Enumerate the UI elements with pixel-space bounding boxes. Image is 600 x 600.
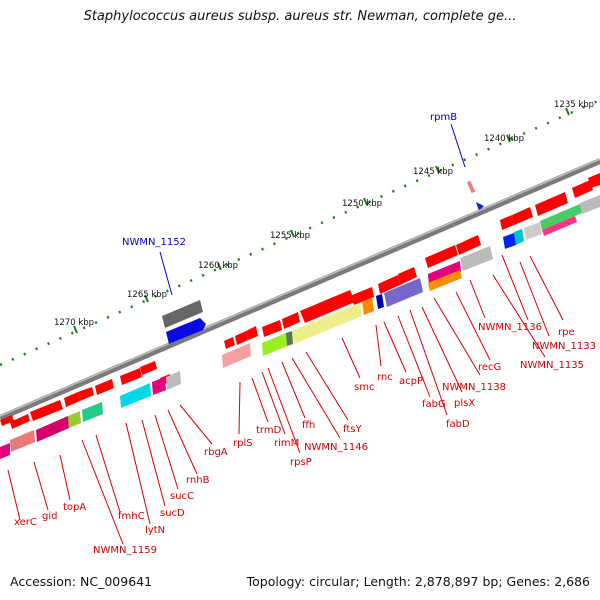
label-rplS[interactable]: rplS (233, 438, 253, 449)
label-xerC[interactable]: xerC (14, 517, 37, 528)
label-NWMN_1135[interactable]: NWMN_1135 (520, 360, 584, 371)
label-sucD[interactable]: sucD (160, 508, 185, 519)
label-topA[interactable]: topA (63, 502, 86, 513)
label-trmD[interactable]: trmD (256, 425, 282, 436)
ruler: 1235 kbp 1240 kbp 1245 kbp 1250 kbp 1255… (0, 98, 600, 367)
genome-summary-text: Topology: circular; Length: 2,878,897 bp… (246, 574, 590, 589)
ruler-dots (0, 98, 600, 367)
gene-features[interactable] (0, 173, 600, 459)
accession-text: Accession: NC_009641 (10, 574, 153, 589)
label-NWMN_1146[interactable]: NWMN_1146 (304, 442, 368, 453)
callout-NWMN_1152[interactable]: NWMN_1152 (122, 237, 186, 248)
ruler-label-1255: 1255 kbp (270, 231, 310, 241)
reverse-genes (0, 195, 600, 459)
ruler-label-1270: 1270 kbp (54, 318, 94, 328)
ruler-label-1260: 1260 kbp (198, 261, 238, 271)
label-rpsP[interactable]: rpsP (290, 457, 312, 468)
label-ftsY[interactable]: ftsY (343, 424, 362, 435)
label-NWMN_1159[interactable]: NWMN_1159 (93, 545, 157, 556)
label-plsX[interactable]: plsX (454, 398, 475, 409)
label-fabD[interactable]: fabD (446, 419, 470, 430)
gene-labels: NWMN_1136 rpe NWMN_1133 NWMN_1135 recG N… (14, 322, 596, 556)
label-rbgA[interactable]: rbgA (204, 447, 228, 458)
rpmB-gene-mark[interactable] (466, 180, 476, 194)
label-rnc[interactable]: rnc (377, 372, 393, 383)
ruler-label-1265: 1265 kbp (127, 290, 167, 300)
callout-rpmB[interactable]: rpmB (430, 112, 457, 123)
forward-genes (0, 173, 600, 429)
map-title: Staphylococcus aureus subsp. aureus str.… (83, 9, 517, 24)
backbone (0, 158, 600, 421)
label-recG[interactable]: recG (478, 362, 501, 373)
NWMN_1152-feature (162, 300, 206, 344)
label-gid[interactable]: gid (42, 511, 57, 522)
label-rimM[interactable]: rimM (274, 438, 299, 449)
label-smc[interactable]: smc (354, 382, 374, 393)
label-NWMN_1136[interactable]: NWMN_1136 (478, 322, 542, 333)
ruler-major-ticks (73, 107, 570, 334)
gene-leader-lines (7, 254, 564, 545)
ruler-label-1245: 1245 kbp (413, 167, 453, 177)
label-lytN[interactable]: lytN (145, 525, 165, 536)
label-fmhC[interactable]: fmhC (118, 511, 145, 522)
label-acpP[interactable]: acpP (399, 376, 423, 387)
ruler-label-1235: 1235 kbp (554, 100, 594, 110)
label-rnhB[interactable]: rnhB (186, 475, 210, 486)
label-sucC[interactable]: sucC (170, 491, 194, 502)
NWMN_1152-callout-line (159, 251, 173, 296)
ruler-label-1250: 1250 kbp (342, 199, 382, 209)
label-rpe[interactable]: rpe (558, 327, 575, 338)
callouts: rpmB NWMN_1152 (122, 112, 484, 296)
label-NWMN_1133[interactable]: NWMN_1133 (532, 341, 596, 352)
label-fabG[interactable]: fabG (422, 399, 446, 410)
label-ffh[interactable]: ffh (302, 420, 315, 431)
rpmB-callout-line (450, 123, 466, 168)
ruler-label-1240: 1240 kbp (484, 134, 524, 144)
label-NWMN_1138[interactable]: NWMN_1138 (442, 382, 506, 393)
rpmB-gene[interactable] (476, 202, 484, 211)
